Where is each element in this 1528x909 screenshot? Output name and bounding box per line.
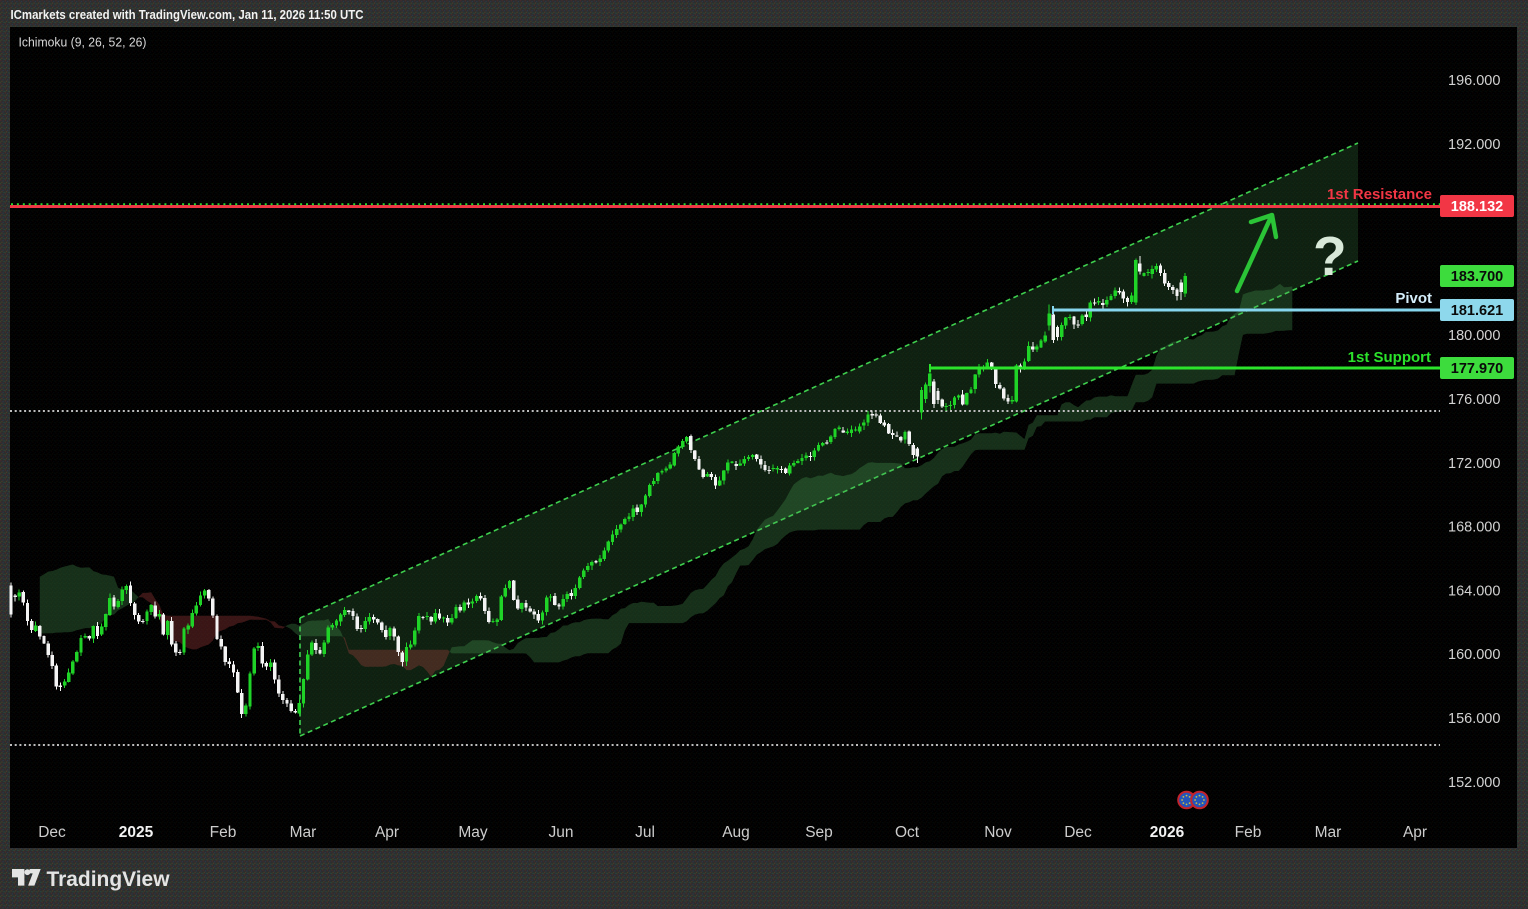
svg-text:164.000: 164.000 [1448,583,1500,599]
svg-text:181.621: 181.621 [1451,303,1503,319]
svg-text:Apr: Apr [375,824,399,841]
svg-text:192.000: 192.000 [1448,137,1500,153]
svg-text:Mar: Mar [290,824,317,841]
svg-text:176.000: 176.000 [1448,392,1500,408]
svg-text:2025: 2025 [119,824,154,841]
svg-text:160.000: 160.000 [1448,647,1500,663]
svg-text:168.000: 168.000 [1448,520,1500,536]
svg-text:180.000: 180.000 [1448,328,1500,344]
svg-text:Ichimoku (9, 26, 52, 26): Ichimoku (9, 26, 52, 26) [19,35,147,50]
svg-text:Pivot: Pivot [1395,290,1432,307]
svg-text:Sep: Sep [805,824,833,841]
svg-text:Aug: Aug [722,824,750,841]
svg-text:1st Support: 1st Support [1348,349,1431,366]
svg-text:Feb: Feb [1235,824,1262,841]
svg-text:2026: 2026 [1150,824,1185,841]
svg-text:Feb: Feb [210,824,237,841]
svg-text:Dec: Dec [38,824,66,841]
svg-text:Dec: Dec [1064,824,1092,841]
svg-text:1st Resistance: 1st Resistance [1327,186,1432,203]
svg-text:Oct: Oct [895,824,920,841]
svg-text:May: May [458,824,488,841]
svg-text:152.000: 152.000 [1448,775,1500,791]
svg-text:177.970: 177.970 [1451,361,1503,377]
svg-text:ICmarkets created with Trading: ICmarkets created with TradingView.com, … [11,7,365,22]
svg-text:TradingView: TradingView [47,868,171,891]
svg-text:183.700: 183.700 [1451,269,1503,285]
svg-text:Jun: Jun [549,824,574,841]
svg-text:188.132: 188.132 [1451,199,1503,215]
svg-text:196.000: 196.000 [1448,73,1500,89]
svg-text:172.000: 172.000 [1448,456,1500,472]
svg-text:Mar: Mar [1315,824,1342,841]
svg-text:Nov: Nov [984,824,1012,841]
svg-text:156.000: 156.000 [1448,711,1500,727]
svg-text:Jul: Jul [635,824,655,841]
svg-text:Apr: Apr [1403,824,1427,841]
svg-text:?: ? [1313,225,1347,287]
